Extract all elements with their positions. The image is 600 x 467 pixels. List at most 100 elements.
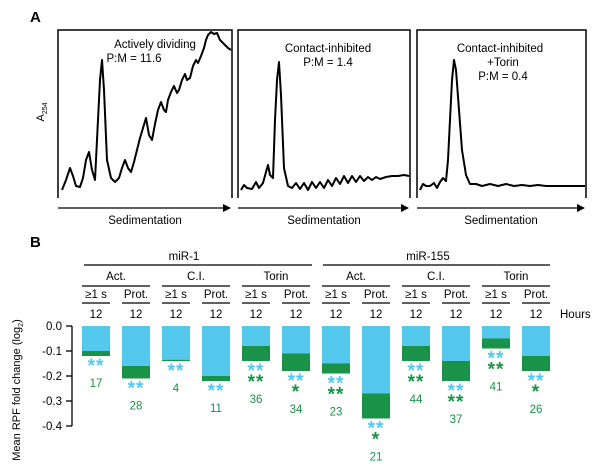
bar-dark-segment xyxy=(82,351,110,356)
profile-contact-inhibited-torin: Contact-inhibited +Torin P:M = 0.4 xyxy=(416,29,587,198)
bar-dark-segment xyxy=(522,356,550,371)
light-stars: ** xyxy=(328,374,345,395)
y-tick-label: -0.4 xyxy=(42,421,62,433)
hours-value: 12 xyxy=(290,309,303,321)
subset-label: Prot. xyxy=(204,289,228,301)
group-label-mir1: miR-1 xyxy=(169,251,200,263)
condition-label: Act. xyxy=(346,271,366,283)
bar-dark-segment xyxy=(122,366,150,379)
sedimentation-arrows: Sedimentation Sedimentation Sedimentatio… xyxy=(58,204,585,227)
bar xyxy=(362,326,390,419)
dark-stars: ** xyxy=(408,372,425,393)
bar-dark-segment xyxy=(162,359,190,361)
gene-count: 4 xyxy=(173,383,180,395)
svg-text:A254: A254 xyxy=(35,102,49,121)
light-stars: ** xyxy=(168,361,185,382)
ylabel-main: Mean RPF fold change (log xyxy=(11,327,23,461)
subset-label: Prot. xyxy=(524,289,548,301)
gene-count: 37 xyxy=(450,414,463,426)
subset-headers: ≥1 s Prot. ≥1 s Prot. ≥1 s Prot. ≥1 s Prot. ≥1 s… xyxy=(82,289,550,304)
hours-label: Hours xyxy=(560,309,591,321)
gene-count: 36 xyxy=(250,394,263,406)
light-stars: ** xyxy=(128,379,145,400)
bar xyxy=(202,326,230,381)
bar-light-segment xyxy=(242,326,270,346)
profile-ratio: P:M = 11.6 xyxy=(106,53,161,65)
bar-light-segment xyxy=(322,326,350,364)
hours-value: 12 xyxy=(210,309,223,321)
bar xyxy=(482,326,510,349)
sedimentation-label: Sedimentation xyxy=(108,215,182,227)
dark-stars: ** xyxy=(448,392,465,413)
condition-label: Torin xyxy=(504,271,529,283)
profile-contact-inhibited: Contact-inhibited P:M = 1.4 xyxy=(237,29,411,198)
panel-a-label: A xyxy=(30,9,41,26)
bar-light-segment xyxy=(82,326,110,351)
profile-frame xyxy=(237,29,411,198)
subset-label: ≥1 s xyxy=(165,289,187,301)
gene-count: 23 xyxy=(330,407,343,419)
profile-title-line2: +Torin xyxy=(487,57,519,69)
bar-light-segment xyxy=(362,326,390,394)
bar xyxy=(522,326,550,371)
light-stars: ** xyxy=(488,349,505,370)
condition-label: C.I. xyxy=(187,271,205,283)
dark-stars: ** xyxy=(488,360,505,381)
bar-dark-segment xyxy=(202,376,230,381)
hours-value: 12 xyxy=(130,309,143,321)
y-tick-label: -0.3 xyxy=(42,396,62,408)
bar-dark-segment xyxy=(322,363,350,374)
y-tick-label: -0.1 xyxy=(42,346,62,358)
subset-label: ≥1 s xyxy=(485,289,507,301)
hours-value: 12 xyxy=(530,309,543,321)
svg-text:Mean RPF fold change (log2): Mean RPF fold change (log2) xyxy=(11,319,25,461)
light-stars: ** xyxy=(288,371,305,392)
subset-label: Prot. xyxy=(284,289,308,301)
profile-curve xyxy=(419,59,585,191)
subset-label: ≥1 s xyxy=(325,289,347,301)
y-axis: 0.0 -0.1 -0.2 -0.3 -0.4 xyxy=(42,321,73,433)
gene-count: 34 xyxy=(290,404,303,416)
hours-value: 12 xyxy=(170,309,183,321)
hours-value: 12 xyxy=(330,309,343,321)
dark-stars: * xyxy=(372,430,380,451)
a254-main: A xyxy=(35,114,47,122)
dark-stars: ** xyxy=(328,385,345,406)
light-stars: ** xyxy=(448,381,465,402)
bar-dark-segment xyxy=(282,353,310,371)
profile-title: Contact-inhibited xyxy=(457,43,543,55)
bar-dark-segment xyxy=(402,346,430,361)
profile-title: Contact-inhibited xyxy=(285,43,371,55)
light-stars: ** xyxy=(248,361,265,382)
ylabel-end: ) xyxy=(11,319,23,323)
subset-label: ≥1 s xyxy=(85,289,107,301)
sedimentation-label: Sedimentation xyxy=(287,215,361,227)
light-stars: ** xyxy=(528,371,545,392)
panel-b-label: B xyxy=(30,234,41,251)
bar-light-segment xyxy=(402,326,430,346)
profile-ratio: P:M = 0.4 xyxy=(478,71,528,83)
condition-headers: Act. C.I. Torin Act. C.I. Torin xyxy=(82,271,550,287)
gene-count: 41 xyxy=(490,382,503,394)
bar-light-segment xyxy=(122,326,150,366)
bar-light-segment xyxy=(442,326,470,361)
profile-title: Actively dividing xyxy=(114,39,196,51)
bar-light-segment xyxy=(282,326,310,354)
bar xyxy=(162,326,190,361)
hours-value: 12 xyxy=(490,309,503,321)
profile-curve xyxy=(61,31,232,191)
significance-annotations: **17 **28**4 **11****36***34****23***21***… xyxy=(88,349,545,464)
sedimentation-label: Sedimentation xyxy=(464,215,538,227)
bar-dark-segment xyxy=(362,393,390,419)
light-stars: ** xyxy=(88,356,105,377)
gene-count: 44 xyxy=(410,394,423,406)
hours-value: 12 xyxy=(410,309,423,321)
bar xyxy=(442,326,470,381)
dark-stars: * xyxy=(532,382,540,403)
panel-b-y-axis-label: Mean RPF fold change (log2) xyxy=(11,319,25,461)
bar xyxy=(82,326,110,356)
profile-frame xyxy=(57,29,233,198)
condition-label: C.I. xyxy=(427,271,445,283)
light-stars: ** xyxy=(368,419,385,440)
